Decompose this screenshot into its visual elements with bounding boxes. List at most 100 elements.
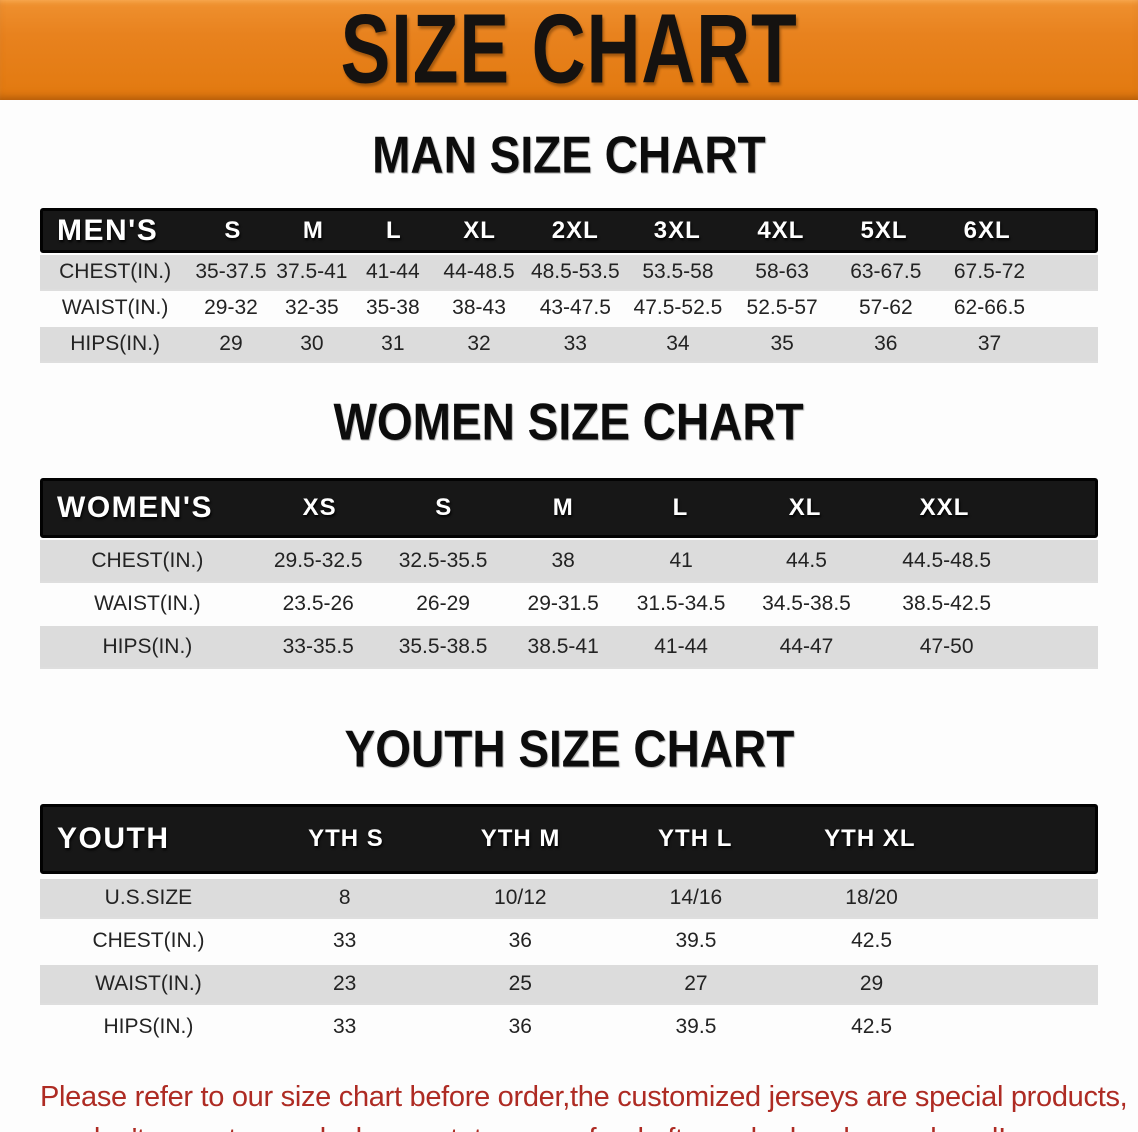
cell-waist-in-6xl: 62-66.5 [953, 296, 1026, 319]
cell-u-s-size-yth-xl: 18/20 [845, 886, 898, 909]
cell-hips-in-6xl: 37 [977, 332, 1002, 355]
row-spacer [1021, 583, 1098, 624]
cell-waist-in-xxl: 38.5-42.5 [902, 591, 992, 615]
column-header-4xl: 4XL [757, 216, 805, 244]
header-spacer [1018, 481, 1095, 535]
column-header-m: M [302, 216, 324, 244]
row-spacer [959, 1008, 1098, 1046]
cell-chest-in-yth-xl: 42.5 [851, 929, 892, 952]
table-row-u-s-size: U.S.SIZE 8 10/12 14/16 18/20 [40, 879, 1098, 917]
cell-hips-in-yth-m: 36 [508, 1015, 532, 1038]
cell-waist-in-xl: 34.5-38.5 [762, 591, 851, 615]
column-header-xxl: XXL [919, 494, 970, 521]
column-header-xl: XL [463, 216, 496, 244]
row-label-waist-in: WAIST(IN.) [95, 972, 202, 995]
cell-hips-in-s: 29 [219, 332, 243, 355]
cell-hips-in-yth-xl: 42.5 [851, 1015, 892, 1038]
women-section-heading-wrap: WOMEN SIZE CHART [0, 393, 1138, 451]
row-spacer [959, 922, 1098, 960]
column-header-2xl: 2XL [551, 216, 599, 244]
column-header-xl: XL [788, 494, 822, 521]
cell-chest-in-yth-l: 39.5 [675, 929, 717, 952]
cell-u-s-size-yth-m: 10/12 [494, 886, 547, 909]
table-header-row-men-s: MEN'S S M L XL 2XL 3XL 4XL 5XL 6XL [40, 208, 1098, 253]
table-row-waist-in: WAIST(IN.) 23 25 27 29 [40, 965, 1098, 1003]
column-header-3xl: 3XL [653, 216, 701, 244]
table-row-chest-in: CHEST(IN.) 29.5-32.5 32.5-35.5 38 41 44.5 44.5… [40, 540, 1098, 581]
cell-hips-in-l: 31 [381, 332, 405, 355]
cell-chest-in-5xl: 63-67.5 [850, 260, 922, 283]
cell-chest-in-m: 38 [551, 548, 575, 572]
cell-u-s-size-yth-l: 14/16 [669, 886, 723, 909]
cell-hips-in-xl: 32 [467, 332, 491, 355]
cell-waist-in-2xl: 43-47.5 [539, 296, 611, 319]
cell-hips-in-xs: 33-35.5 [282, 634, 354, 658]
cell-waist-in-4xl: 52.5-57 [746, 296, 818, 319]
table-row-hips-in: HIPS(IN.) 33 36 39.5 42.5 [40, 1008, 1098, 1046]
column-header-s: S [224, 216, 242, 244]
cell-hips-in-s: 35.5-38.5 [398, 634, 488, 658]
cell-hips-in-xl: 44-47 [779, 634, 834, 658]
cell-waist-in-l: 35-38 [365, 296, 420, 319]
cell-chest-in-l: 41-44 [365, 260, 420, 283]
youth-section-heading-wrap: YOUTH SIZE CHART [0, 720, 1138, 778]
women-size-chart-heading: WOMEN SIZE CHART [333, 392, 805, 452]
cell-waist-in-s: 29-32 [204, 296, 258, 319]
table-title-women-s: WOMEN'S [57, 491, 213, 524]
column-header-m: M [552, 494, 574, 521]
cell-chest-in-yth-s: 33 [333, 929, 357, 952]
header-spacer [1039, 211, 1095, 250]
cell-waist-in-m: 29-31.5 [527, 591, 599, 615]
column-header-l: L [672, 494, 689, 521]
cell-waist-in-s: 26-29 [416, 591, 470, 615]
cell-chest-in-l: 41 [669, 548, 693, 572]
row-label-u-s-size: U.S.SIZE [104, 886, 193, 909]
row-label-waist-in: WAIST(IN.) [94, 591, 201, 615]
cell-chest-in-3xl: 53.5-58 [642, 260, 714, 283]
cell-chest-in-xs: 29.5-32.5 [273, 548, 363, 572]
table-title-men-s: MEN'S [57, 213, 159, 247]
column-header-s: S [435, 494, 453, 521]
cell-chest-in-m: 37.5-41 [276, 260, 348, 283]
table-row-chest-in: CHEST(IN.) 35-37.5 37.5-41 41-44 44-48.5 48.5… [40, 255, 1098, 289]
cell-hips-in-2xl: 33 [563, 332, 587, 355]
cell-hips-in-3xl: 34 [666, 332, 690, 355]
cell-chest-in-4xl: 58-63 [755, 260, 809, 283]
cell-u-s-size-yth-s: 8 [338, 886, 351, 909]
cell-waist-in-yth-s: 23 [333, 972, 357, 995]
table-row-chest-in: CHEST(IN.) 33 36 39.5 42.5 [40, 922, 1098, 960]
youth-size-table: YOUTH YTH S YTH M YTH L YTH XL U.S.SIZE 8 10/12… [40, 804, 1098, 1046]
cell-hips-in-l: 41-44 [654, 634, 708, 658]
row-spacer [1021, 540, 1098, 581]
cell-hips-in-m: 38.5-41 [527, 634, 599, 658]
row-spacer [1042, 291, 1098, 325]
column-header-6xl: 6XL [963, 216, 1011, 244]
cell-hips-in-m: 30 [300, 332, 324, 355]
cell-chest-in-xl: 44.5 [786, 548, 827, 572]
table-row-hips-in: HIPS(IN.) 33-35.5 35.5-38.5 38.5-41 41-44 44-… [40, 626, 1098, 667]
row-label-chest-in: CHEST(IN.) [91, 548, 204, 572]
column-header-yth-s: YTH S [308, 825, 384, 852]
disclaimer-line-2: we don't accept cancel, change, teturn o… [40, 1118, 1098, 1132]
man-size-chart-heading: MAN SIZE CHART [372, 125, 766, 185]
cell-chest-in-xxl: 44.5-48.5 [902, 548, 992, 572]
column-header-5xl: 5XL [860, 216, 908, 244]
cell-chest-in-s: 32.5-35.5 [398, 548, 488, 572]
row-label-waist-in: WAIST(IN.) [61, 296, 169, 319]
cell-hips-in-yth-l: 39.5 [675, 1015, 717, 1038]
column-header-xs: XS [302, 494, 337, 521]
row-label-chest-in: CHEST(IN.) [92, 929, 205, 952]
table-row-waist-in: WAIST(IN.) 23.5-26 26-29 29-31.5 31.5-34.5 34… [40, 583, 1098, 624]
banner-title: SIZE CHART [340, 0, 798, 105]
cell-waist-in-yth-xl: 29 [859, 972, 884, 995]
column-header-yth-l: YTH L [658, 825, 733, 852]
row-label-hips-in: HIPS(IN.) [70, 332, 161, 355]
row-spacer [1042, 255, 1098, 289]
cell-waist-in-l: 31.5-34.5 [636, 591, 726, 615]
women-size-table: WOMEN'S XS S M L XL XXL CHEST(IN.) 29.5-32.5 32.5… [40, 478, 1098, 667]
column-header-yth-xl: YTH XL [824, 825, 916, 852]
row-spacer [959, 965, 1098, 1003]
cell-hips-in-4xl: 35 [770, 332, 794, 355]
cell-waist-in-xl: 38-43 [452, 296, 506, 319]
